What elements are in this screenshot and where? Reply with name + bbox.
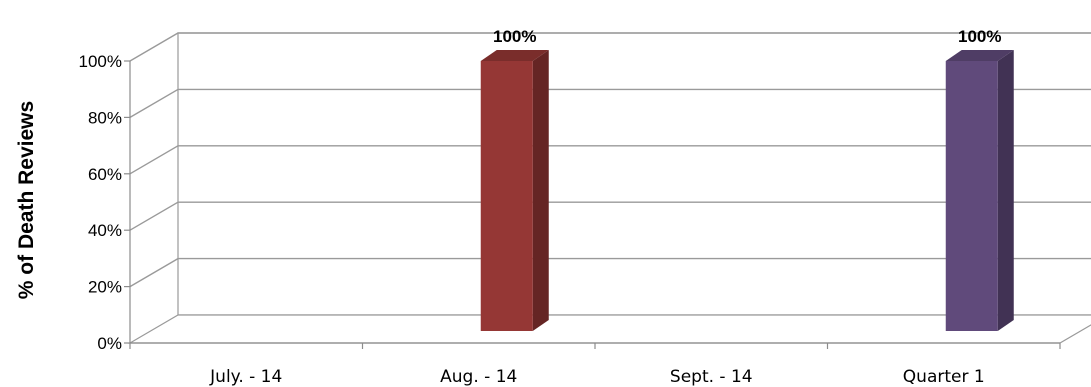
bar-side	[532, 50, 549, 331]
gridline	[129, 257, 1091, 288]
labels: 0% 20% 40% 60% 80% 100% July. - 14 Aug. - 14 Sep…	[79, 27, 1002, 387]
gridline	[129, 88, 1091, 119]
y-tick-label: 20%	[88, 278, 122, 297]
gridlines	[129, 32, 1091, 288]
bar	[480, 61, 533, 331]
x-tick-label: July. - 14	[209, 367, 282, 387]
axes	[124, 60, 1061, 349]
bar	[945, 61, 998, 331]
data-label: 100%	[493, 27, 536, 46]
chart-walls	[127, 32, 1091, 344]
x-tick-label: Quarter 1	[903, 367, 985, 387]
y-tick-label: 80%	[88, 108, 122, 127]
gridline	[129, 145, 1091, 175]
bar-side	[997, 50, 1014, 331]
y-tick-label: 40%	[88, 221, 122, 240]
bars	[480, 50, 1014, 331]
x-tick-label: Sept. - 14	[670, 367, 753, 387]
data-label: 100%	[958, 27, 1001, 46]
bar-top	[480, 50, 549, 61]
y-tick-label: 100%	[79, 52, 122, 71]
gridline	[129, 201, 1091, 231]
y-tick-label: 60%	[88, 165, 122, 184]
bar-top	[945, 50, 1014, 61]
x-tick-label: Aug. - 14	[440, 367, 517, 387]
gridline	[129, 32, 1091, 62]
y-tick-label: 0%	[97, 334, 122, 353]
y-axis-title: % of Death Reviews	[15, 101, 38, 299]
